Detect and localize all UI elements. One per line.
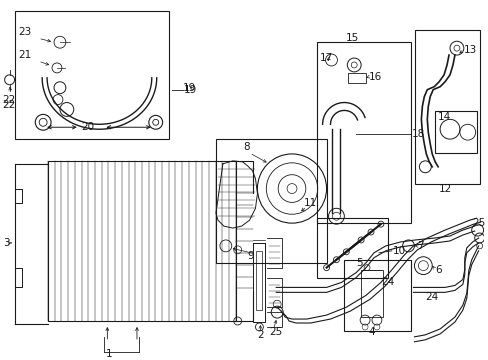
- Text: 24: 24: [425, 292, 438, 302]
- Text: 6: 6: [434, 265, 441, 275]
- Text: 11: 11: [303, 198, 316, 208]
- Text: 25: 25: [472, 218, 485, 228]
- Text: 8: 8: [243, 142, 250, 152]
- Text: 15: 15: [345, 33, 358, 43]
- Text: 3: 3: [2, 238, 9, 248]
- Text: 19: 19: [182, 83, 195, 93]
- Bar: [216, 139, 326, 263]
- Text: 7: 7: [417, 241, 423, 251]
- Text: 5: 5: [355, 258, 362, 268]
- Bar: [256, 251, 262, 310]
- Text: 17: 17: [319, 53, 332, 63]
- Text: 4: 4: [368, 327, 374, 337]
- Text: 2: 2: [257, 330, 264, 340]
- Text: 25: 25: [269, 327, 282, 337]
- Text: 18: 18: [410, 129, 424, 139]
- Text: 14: 14: [437, 112, 450, 122]
- Text: 16: 16: [368, 72, 382, 82]
- Bar: [253, 243, 265, 322]
- Text: 24: 24: [380, 278, 393, 288]
- Bar: [316, 218, 387, 278]
- Text: 23: 23: [19, 27, 32, 37]
- Text: 9: 9: [247, 251, 254, 261]
- Text: 12: 12: [438, 184, 451, 194]
- Text: 10: 10: [392, 246, 405, 256]
- Text: 19: 19: [183, 85, 196, 95]
- Bar: [347, 73, 366, 83]
- Text: 21: 21: [19, 50, 32, 60]
- Bar: [316, 42, 410, 223]
- Bar: [415, 30, 479, 184]
- Bar: [361, 270, 382, 317]
- Text: 13: 13: [463, 45, 476, 55]
- Text: 20: 20: [81, 122, 94, 132]
- Bar: [48, 161, 235, 321]
- Bar: [434, 112, 476, 153]
- Text: 1: 1: [106, 348, 112, 359]
- Text: 22: 22: [2, 99, 16, 109]
- Bar: [15, 10, 168, 139]
- Polygon shape: [216, 161, 257, 228]
- Text: 22: 22: [2, 95, 16, 104]
- Bar: [344, 260, 409, 331]
